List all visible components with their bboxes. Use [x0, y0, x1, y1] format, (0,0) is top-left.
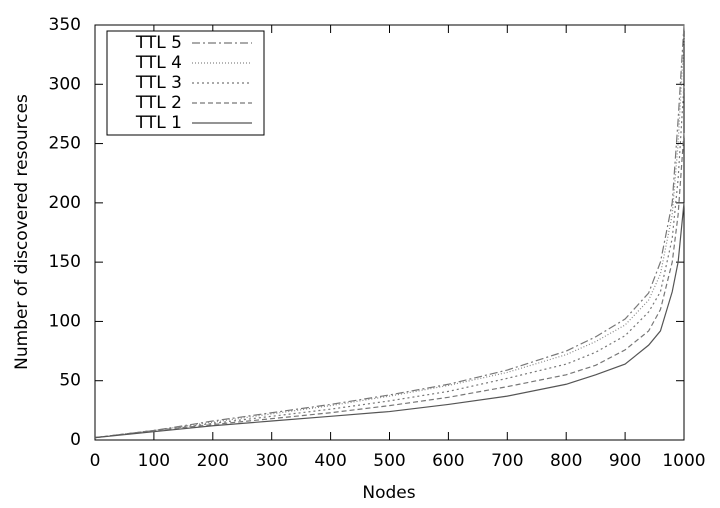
- legend-label: TTL 3: [135, 73, 182, 93]
- y-tick-label: 200: [49, 193, 81, 213]
- x-tick-label: 200: [197, 451, 229, 471]
- y-tick-label: 100: [49, 311, 81, 331]
- legend-box: [106, 30, 265, 136]
- x-tick-label: 400: [314, 451, 346, 471]
- legend-label: TTL 4: [135, 53, 182, 73]
- y-tick-label: 350: [49, 15, 81, 35]
- legend-label: TTL 5: [135, 33, 182, 53]
- x-tick-label: 900: [609, 451, 641, 471]
- x-tick-label: 600: [432, 451, 464, 471]
- y-tick-label: 300: [49, 74, 81, 94]
- x-tick-label: 1000: [662, 451, 705, 471]
- y-tick-label: 50: [59, 371, 81, 391]
- series-line: [94, 202, 685, 439]
- x-tick-label: 700: [491, 451, 523, 471]
- x-axis-label: Nodes: [362, 483, 415, 503]
- series-line: [94, 24, 685, 439]
- series-line: [94, 84, 685, 439]
- x-tick-label: 0: [90, 451, 101, 471]
- x-tick-label: 500: [373, 451, 405, 471]
- legend-label: TTL 1: [135, 113, 182, 133]
- legend-label: TTL 2: [135, 93, 182, 113]
- y-tick-label: 0: [70, 430, 81, 450]
- y-axis-label: Number of discovered resources: [12, 94, 32, 370]
- y-tick-label: 250: [49, 134, 81, 154]
- x-tick-label: 300: [255, 451, 287, 471]
- x-tick-label: 100: [138, 451, 170, 471]
- series-line: [94, 131, 685, 439]
- x-tick-label: 800: [550, 451, 582, 471]
- y-tick-label: 150: [49, 252, 81, 272]
